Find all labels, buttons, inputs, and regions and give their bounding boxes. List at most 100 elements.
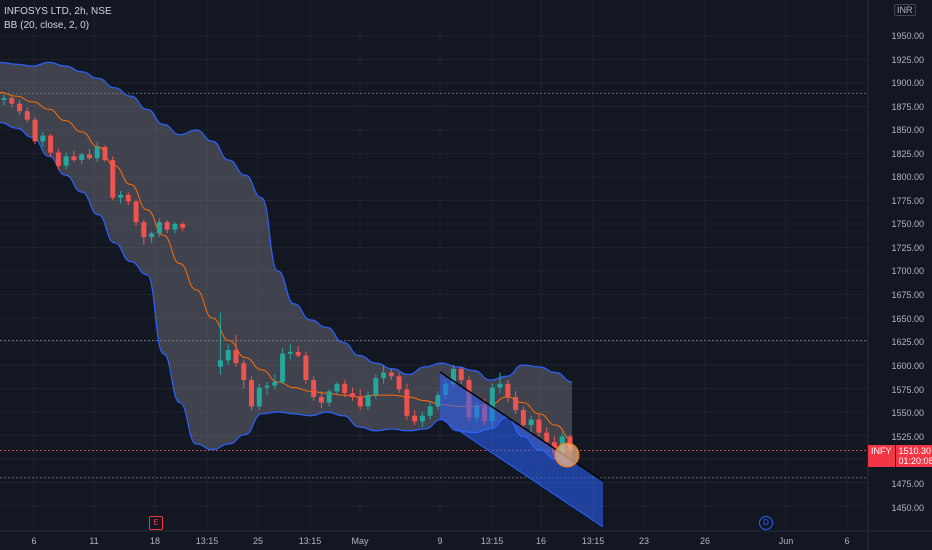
price-tick: 1675.00 — [891, 290, 924, 300]
candle-body — [419, 415, 425, 422]
candle-body — [86, 154, 92, 159]
time-tick: 6 — [31, 536, 37, 546]
channel-lower-line — [439, 417, 604, 528]
candle-body — [149, 233, 155, 238]
symbol-title[interactable]: INFOSYS LTD, 2h, NSE — [4, 6, 112, 17]
price-tick: 1600.00 — [891, 361, 924, 371]
candle-body — [141, 222, 147, 238]
channel-fill — [440, 372, 603, 527]
candle-body — [164, 222, 170, 230]
highlight-circle — [554, 442, 580, 468]
candle-body — [435, 395, 441, 407]
candle-body — [528, 419, 534, 426]
candle-body — [450, 368, 456, 384]
candle-body — [303, 355, 309, 381]
time-tick: May — [351, 536, 369, 546]
candle-body — [342, 383, 348, 394]
candle-body — [520, 410, 526, 426]
candle-body — [365, 395, 371, 407]
candle-body — [24, 111, 30, 120]
candle-body — [217, 360, 223, 367]
time-tick: 13:15 — [480, 536, 504, 546]
price-tick: 1775.00 — [891, 196, 924, 206]
chart-legend[interactable]: INFOSYS LTD, 2h, NSE BB (20, close, 2, 0… — [4, 5, 112, 33]
time-tick: 9 — [437, 536, 443, 546]
candle-body — [110, 160, 116, 198]
indicator-title[interactable]: BB (20, close, 2, 0) — [4, 20, 90, 31]
candle-body — [241, 363, 247, 381]
candle-body — [295, 351, 301, 356]
candle-body — [71, 156, 77, 161]
candle-body — [489, 387, 495, 422]
price-tick: 1700.00 — [891, 266, 924, 276]
price-axis[interactable]: 1950.00 1925.00 1900.00 1875.00 1850.00 … — [868, 0, 932, 550]
price-tick: 1725.00 — [891, 243, 924, 253]
time-tick: 11 — [89, 536, 99, 546]
price-tick: 1750.00 — [891, 219, 924, 229]
candle-body — [544, 432, 550, 443]
time-tick: 26 — [699, 536, 711, 546]
candle-body — [264, 385, 270, 388]
badge-symbol: INFY — [868, 445, 895, 467]
candle-body — [458, 368, 464, 381]
candle-body — [133, 201, 139, 223]
candle-body — [32, 119, 38, 142]
candle-body — [256, 387, 262, 407]
candle-body — [9, 98, 15, 104]
price-tick: 1625.00 — [891, 337, 924, 347]
badge-price: 1510.30 — [898, 446, 932, 456]
currency-label[interactable]: INR — [894, 4, 916, 16]
candle-body — [280, 353, 286, 382]
candle-body — [94, 146, 100, 159]
time-tick: Jun — [778, 536, 794, 546]
bb-fill — [0, 62, 572, 467]
time-axis[interactable]: 6 11 18 13:15 25 13:15 May 9 13:15 16 13… — [0, 531, 868, 550]
price-tick: 1450.00 — [891, 503, 924, 513]
time-tick: 13:15 — [298, 536, 322, 546]
dividend-event-marker[interactable]: D — [759, 516, 773, 530]
price-tick: 1825.00 — [891, 149, 924, 159]
candle-body — [427, 406, 433, 416]
time-tick: 13:15 — [581, 536, 605, 546]
candle-body — [536, 419, 542, 433]
candle-body — [404, 389, 410, 416]
earnings-event-marker[interactable]: E — [149, 516, 163, 530]
bb-upper-line — [0, 61, 573, 383]
price-tick: 1850.00 — [891, 125, 924, 135]
candle-body — [156, 222, 162, 234]
candle-body — [373, 378, 379, 396]
candle-body — [287, 351, 293, 354]
candle-body — [40, 135, 46, 142]
candle-body — [1, 98, 7, 100]
candle-body — [505, 383, 511, 397]
candle-body — [48, 135, 54, 153]
horizontal-levels — [0, 92, 868, 479]
price-tick: 1875.00 — [891, 102, 924, 112]
candle-body — [388, 372, 394, 377]
candle-body — [326, 391, 332, 403]
candle-body — [118, 194, 124, 198]
candle-body — [412, 415, 418, 422]
last-price-badge: INFY 1510.30 01:20:08 — [868, 445, 932, 467]
candle-body — [396, 376, 402, 390]
time-tick: 6 — [844, 536, 850, 546]
price-tick: 1650.00 — [891, 314, 924, 324]
time-tick: 16 — [535, 536, 547, 546]
candle-body — [318, 396, 324, 403]
candle-body — [497, 383, 503, 388]
candle-body — [79, 154, 85, 161]
candle-body — [233, 349, 239, 364]
candle-body — [17, 103, 23, 112]
candle-body — [334, 383, 340, 392]
user-drawings[interactable] — [439, 371, 604, 528]
price-tick: 1575.00 — [891, 385, 924, 395]
candle-body — [102, 146, 108, 161]
time-tick: 23 — [638, 536, 650, 546]
time-tick: 18 — [149, 536, 161, 546]
time-tick: 13:15 — [195, 536, 219, 546]
candle-body — [63, 156, 69, 166]
price-tick: 1925.00 — [891, 55, 924, 65]
price-tick: 1950.00 — [891, 31, 924, 41]
candle-body — [311, 380, 317, 397]
